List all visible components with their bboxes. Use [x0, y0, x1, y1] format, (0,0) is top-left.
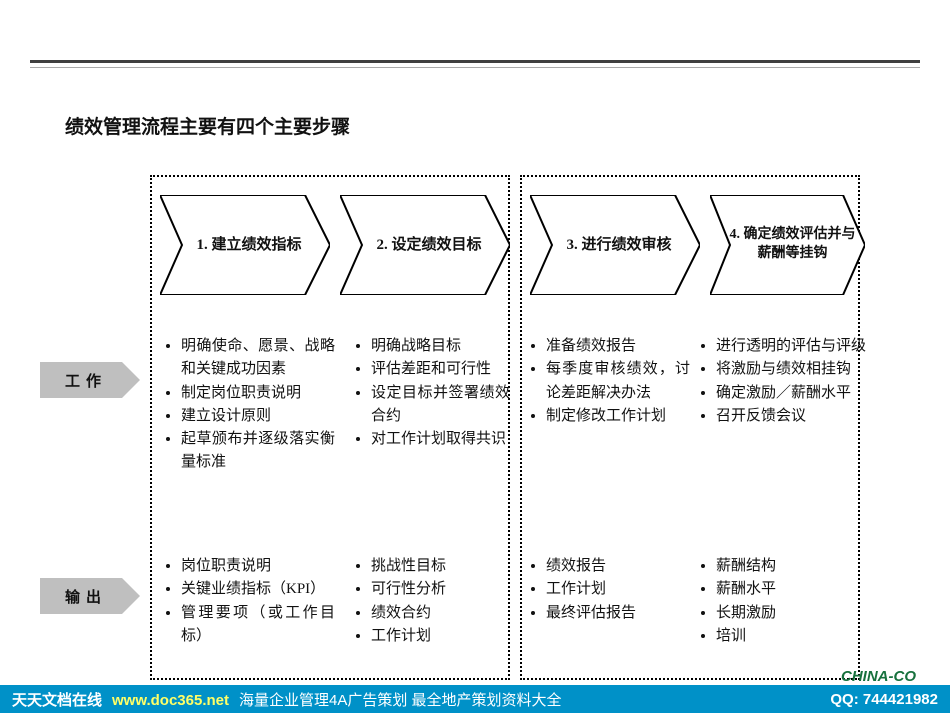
- list-item: 进行透明的评估与评级: [716, 335, 870, 358]
- list-item: 建立设计原则: [181, 405, 335, 428]
- row-label-output: 输出: [40, 578, 140, 614]
- footer-url: www.doc365.net: [112, 692, 229, 709]
- list-item: 对工作计划取得共识: [371, 428, 510, 451]
- output-col1: 岗位职责说明关键业绩指标（KPI）管理要项（或工作目标）: [165, 555, 335, 648]
- work-col3: 准备绩效报告每季度审核绩效，讨论差距解决办法制定修改工作计划: [530, 335, 690, 428]
- list-item: 管理要项（或工作目标）: [181, 602, 335, 649]
- list-item: 确定激励／薪酬水平: [716, 382, 870, 405]
- step-1: 1. 建立绩效指标: [160, 195, 330, 295]
- list-item: 关键业绩指标（KPI）: [181, 578, 335, 601]
- page-root: 绩效管理流程主要有四个主要步骤 1. 建立绩效指标 2. 设定绩效目标 3. 进…: [0, 0, 950, 713]
- list-item: 每季度审核绩效，讨论差距解决办法: [546, 358, 690, 405]
- list-item: 将激励与绩效相挂钩: [716, 358, 870, 381]
- step-2: 2. 设定绩效目标: [340, 195, 510, 295]
- step-3: 3. 进行绩效审核: [530, 195, 700, 295]
- divider-thick: [30, 60, 920, 63]
- list-item: 长期激励: [716, 602, 860, 625]
- list-item: 最终评估报告: [546, 602, 690, 625]
- page-title: 绩效管理流程主要有四个主要步骤: [65, 112, 350, 139]
- work-col2: 明确战略目标评估差距和可行性设定目标并签署绩效合约对工作计划取得共识: [355, 335, 510, 451]
- output-col4: 薪酬结构薪酬水平长期激励培训: [700, 555, 860, 648]
- work-col1: 明确使命、愿景、战略和关键成功因素制定岗位职责说明建立设计原则起草颁布并逐级落实…: [165, 335, 335, 475]
- footer-qq-label: QQ:: [830, 691, 858, 708]
- list-item: 明确战略目标: [371, 335, 510, 358]
- list-item: 准备绩效报告: [546, 335, 690, 358]
- list-item: 可行性分析: [371, 578, 510, 601]
- list-item: 薪酬结构: [716, 555, 860, 578]
- output-col3: 绩效报告工作计划最终评估报告: [530, 555, 690, 625]
- list-item: 召开反馈会议: [716, 405, 870, 428]
- list-item: 绩效合约: [371, 602, 510, 625]
- list-item: 工作计划: [546, 578, 690, 601]
- step-1-label: 1. 建立绩效指标: [178, 195, 320, 295]
- list-item: 挑战性目标: [371, 555, 510, 578]
- footer-desc: 海量企业管理4A广告策划 最全地产策划资料大全: [239, 689, 562, 710]
- list-item: 制定岗位职责说明: [181, 382, 335, 405]
- list-item: 薪酬水平: [716, 578, 860, 601]
- header-divider: [30, 60, 920, 68]
- row-label-work-text: 工作: [52, 362, 120, 398]
- step-3-label: 3. 进行绩效审核: [548, 195, 690, 295]
- row-label-output-text: 输出: [52, 578, 120, 614]
- step-2-label: 2. 设定绩效目标: [358, 195, 500, 295]
- list-item: 明确使命、愿景、战略和关键成功因素: [181, 335, 335, 382]
- list-item: 绩效报告: [546, 555, 690, 578]
- list-item: 制定修改工作计划: [546, 405, 690, 428]
- output-col2: 挑战性目标可行性分析绩效合约工作计划: [355, 555, 510, 648]
- footer-qq: QQ: 744421982: [830, 691, 938, 708]
- list-item: 起草颁布并逐级落实衡量标准: [181, 428, 335, 475]
- work-col4: 进行透明的评估与评级将激励与绩效相挂钩确定激励／薪酬水平召开反馈会议: [700, 335, 870, 428]
- list-item: 岗位职责说明: [181, 555, 335, 578]
- footer-brand: 天天文档在线: [12, 689, 102, 710]
- list-item: 工作计划: [371, 625, 510, 648]
- brand-logo: CHINA-CO: [841, 668, 916, 685]
- step-4-label: 4. 确定绩效评估并与薪酬等挂钩: [726, 195, 859, 295]
- footer-qq-number: 744421982: [863, 691, 938, 708]
- footer-banner: 天天文档在线 www.doc365.net 海量企业管理4A广告策划 最全地产策…: [0, 685, 950, 713]
- footer-left: 天天文档在线 www.doc365.net 海量企业管理4A广告策划 最全地产策…: [12, 689, 562, 710]
- row-label-work: 工作: [40, 362, 140, 398]
- list-item: 培训: [716, 625, 860, 648]
- divider-thin: [30, 67, 920, 68]
- list-item: 评估差距和可行性: [371, 358, 510, 381]
- brand-logo-text: CHINA-CO: [841, 668, 916, 685]
- list-item: 设定目标并签署绩效合约: [371, 382, 510, 429]
- step-4: 4. 确定绩效评估并与薪酬等挂钩: [710, 195, 865, 295]
